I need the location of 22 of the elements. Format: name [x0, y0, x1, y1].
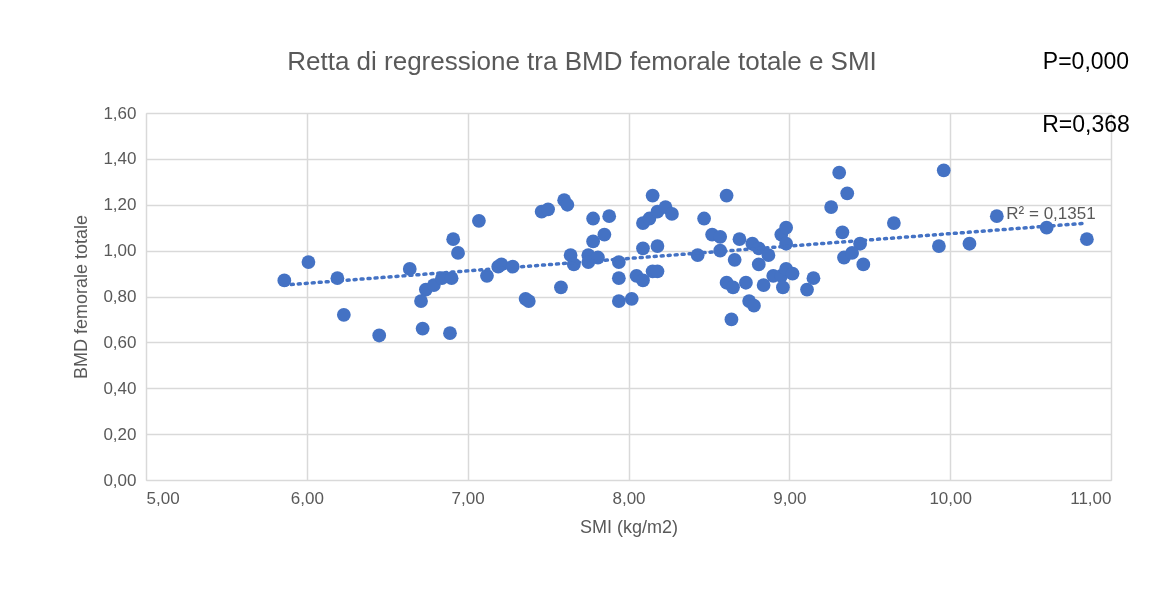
chart-title: Retta di regressione tra BMD femorale totale e SMI: [287, 46, 877, 76]
y-tick-label: 1,20: [103, 195, 137, 215]
y-tick-label: 0,40: [103, 378, 137, 398]
x-tick-label: 5,00: [146, 488, 180, 508]
x-tick-label: 8,00: [612, 488, 646, 508]
annotation: R² = 0,1351: [1006, 204, 1096, 223]
y-tick-label: 1,00: [103, 241, 137, 261]
x-tick-label: 11,00: [1070, 488, 1112, 508]
y-tick-label: 1,60: [103, 103, 137, 123]
x-tick-label: 10,00: [929, 488, 972, 508]
y-axis-title: BMD femorale totale: [71, 214, 92, 380]
y-tick-label: 0,00: [103, 470, 137, 490]
x-tick-label: 9,00: [773, 488, 807, 508]
y-tick-label: 0,80: [103, 287, 137, 306]
text: P=0,000: [1042, 48, 1130, 74]
y-tick-label: 0,60: [103, 332, 137, 352]
x-axis-title: SMI (kg/m2): [579, 516, 679, 537]
x-tick-label: 6,00: [290, 488, 324, 508]
x-tick-label: 7,00: [451, 488, 485, 508]
y-tick-label: 0,20: [103, 424, 137, 444]
annotation: R=0,368: [1042, 111, 1130, 137]
y-tick-label: 1,40: [103, 149, 137, 169]
